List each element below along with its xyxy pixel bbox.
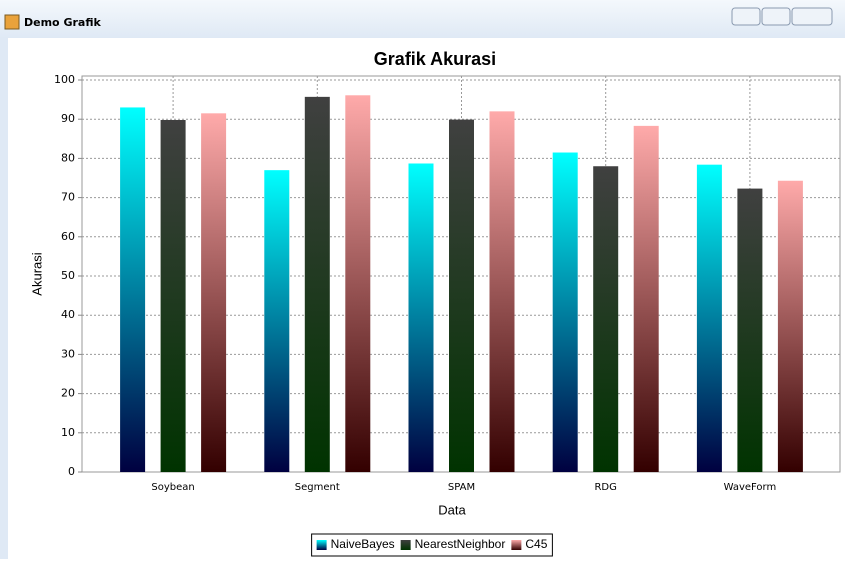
bar <box>696 164 722 472</box>
y-tick-label: 0 <box>68 465 75 478</box>
y-tick-label: 10 <box>61 426 75 439</box>
window-controls[interactable] <box>731 7 833 26</box>
x-tick-label: SPAM <box>448 482 475 493</box>
x-axis-label: Data <box>438 502 466 517</box>
legend: NaiveBayes NearestNeighbor C45 <box>311 533 553 557</box>
bar <box>593 166 619 473</box>
app-icon <box>4 14 20 30</box>
y-tick-label: 70 <box>61 191 75 204</box>
x-tick-label: WaveForm <box>724 482 777 493</box>
y-tick-label: 30 <box>61 347 75 360</box>
y-tick-label: 90 <box>61 112 75 125</box>
close-button[interactable] <box>791 7 833 26</box>
bar <box>737 188 763 473</box>
bar <box>120 107 146 472</box>
y-tick-label: 60 <box>61 230 75 243</box>
bar <box>449 119 474 472</box>
x-tick-label: RDG <box>594 482 616 493</box>
y-tick-label: 40 <box>61 308 75 321</box>
y-tick-label: 20 <box>61 387 75 400</box>
maximize-button[interactable] <box>761 7 791 26</box>
bar <box>552 152 578 472</box>
x-tick-label: Soybean <box>151 482 194 493</box>
legend-swatch <box>511 540 522 550</box>
legend-box <box>311 533 553 557</box>
bar <box>633 125 659 472</box>
y-tick-label: 100 <box>54 73 75 86</box>
legend-label: NearestNeighbor <box>415 537 506 551</box>
legend-label: NaiveBayes <box>331 537 395 551</box>
bar <box>489 111 515 473</box>
minimize-button[interactable] <box>731 7 761 26</box>
y-tick-label: 50 <box>61 269 75 282</box>
legend-swatch <box>316 540 327 550</box>
bar <box>777 180 803 472</box>
bar <box>304 96 330 472</box>
bar <box>201 113 227 472</box>
bar <box>408 163 434 472</box>
chart-title: Grafik Akurasi <box>374 49 496 69</box>
y-tick-label: 80 <box>61 151 75 164</box>
legend-label: C45 <box>525 537 547 551</box>
y-axis-label: Akurasi <box>29 252 44 295</box>
window-border <box>0 38 8 559</box>
legend-swatch <box>400 540 411 550</box>
x-tick-label: Segment <box>295 482 340 493</box>
title-bar <box>0 0 845 38</box>
window-title: Demo Grafik <box>24 16 101 29</box>
bar <box>345 95 371 473</box>
bar <box>264 170 290 472</box>
bar <box>160 119 186 472</box>
